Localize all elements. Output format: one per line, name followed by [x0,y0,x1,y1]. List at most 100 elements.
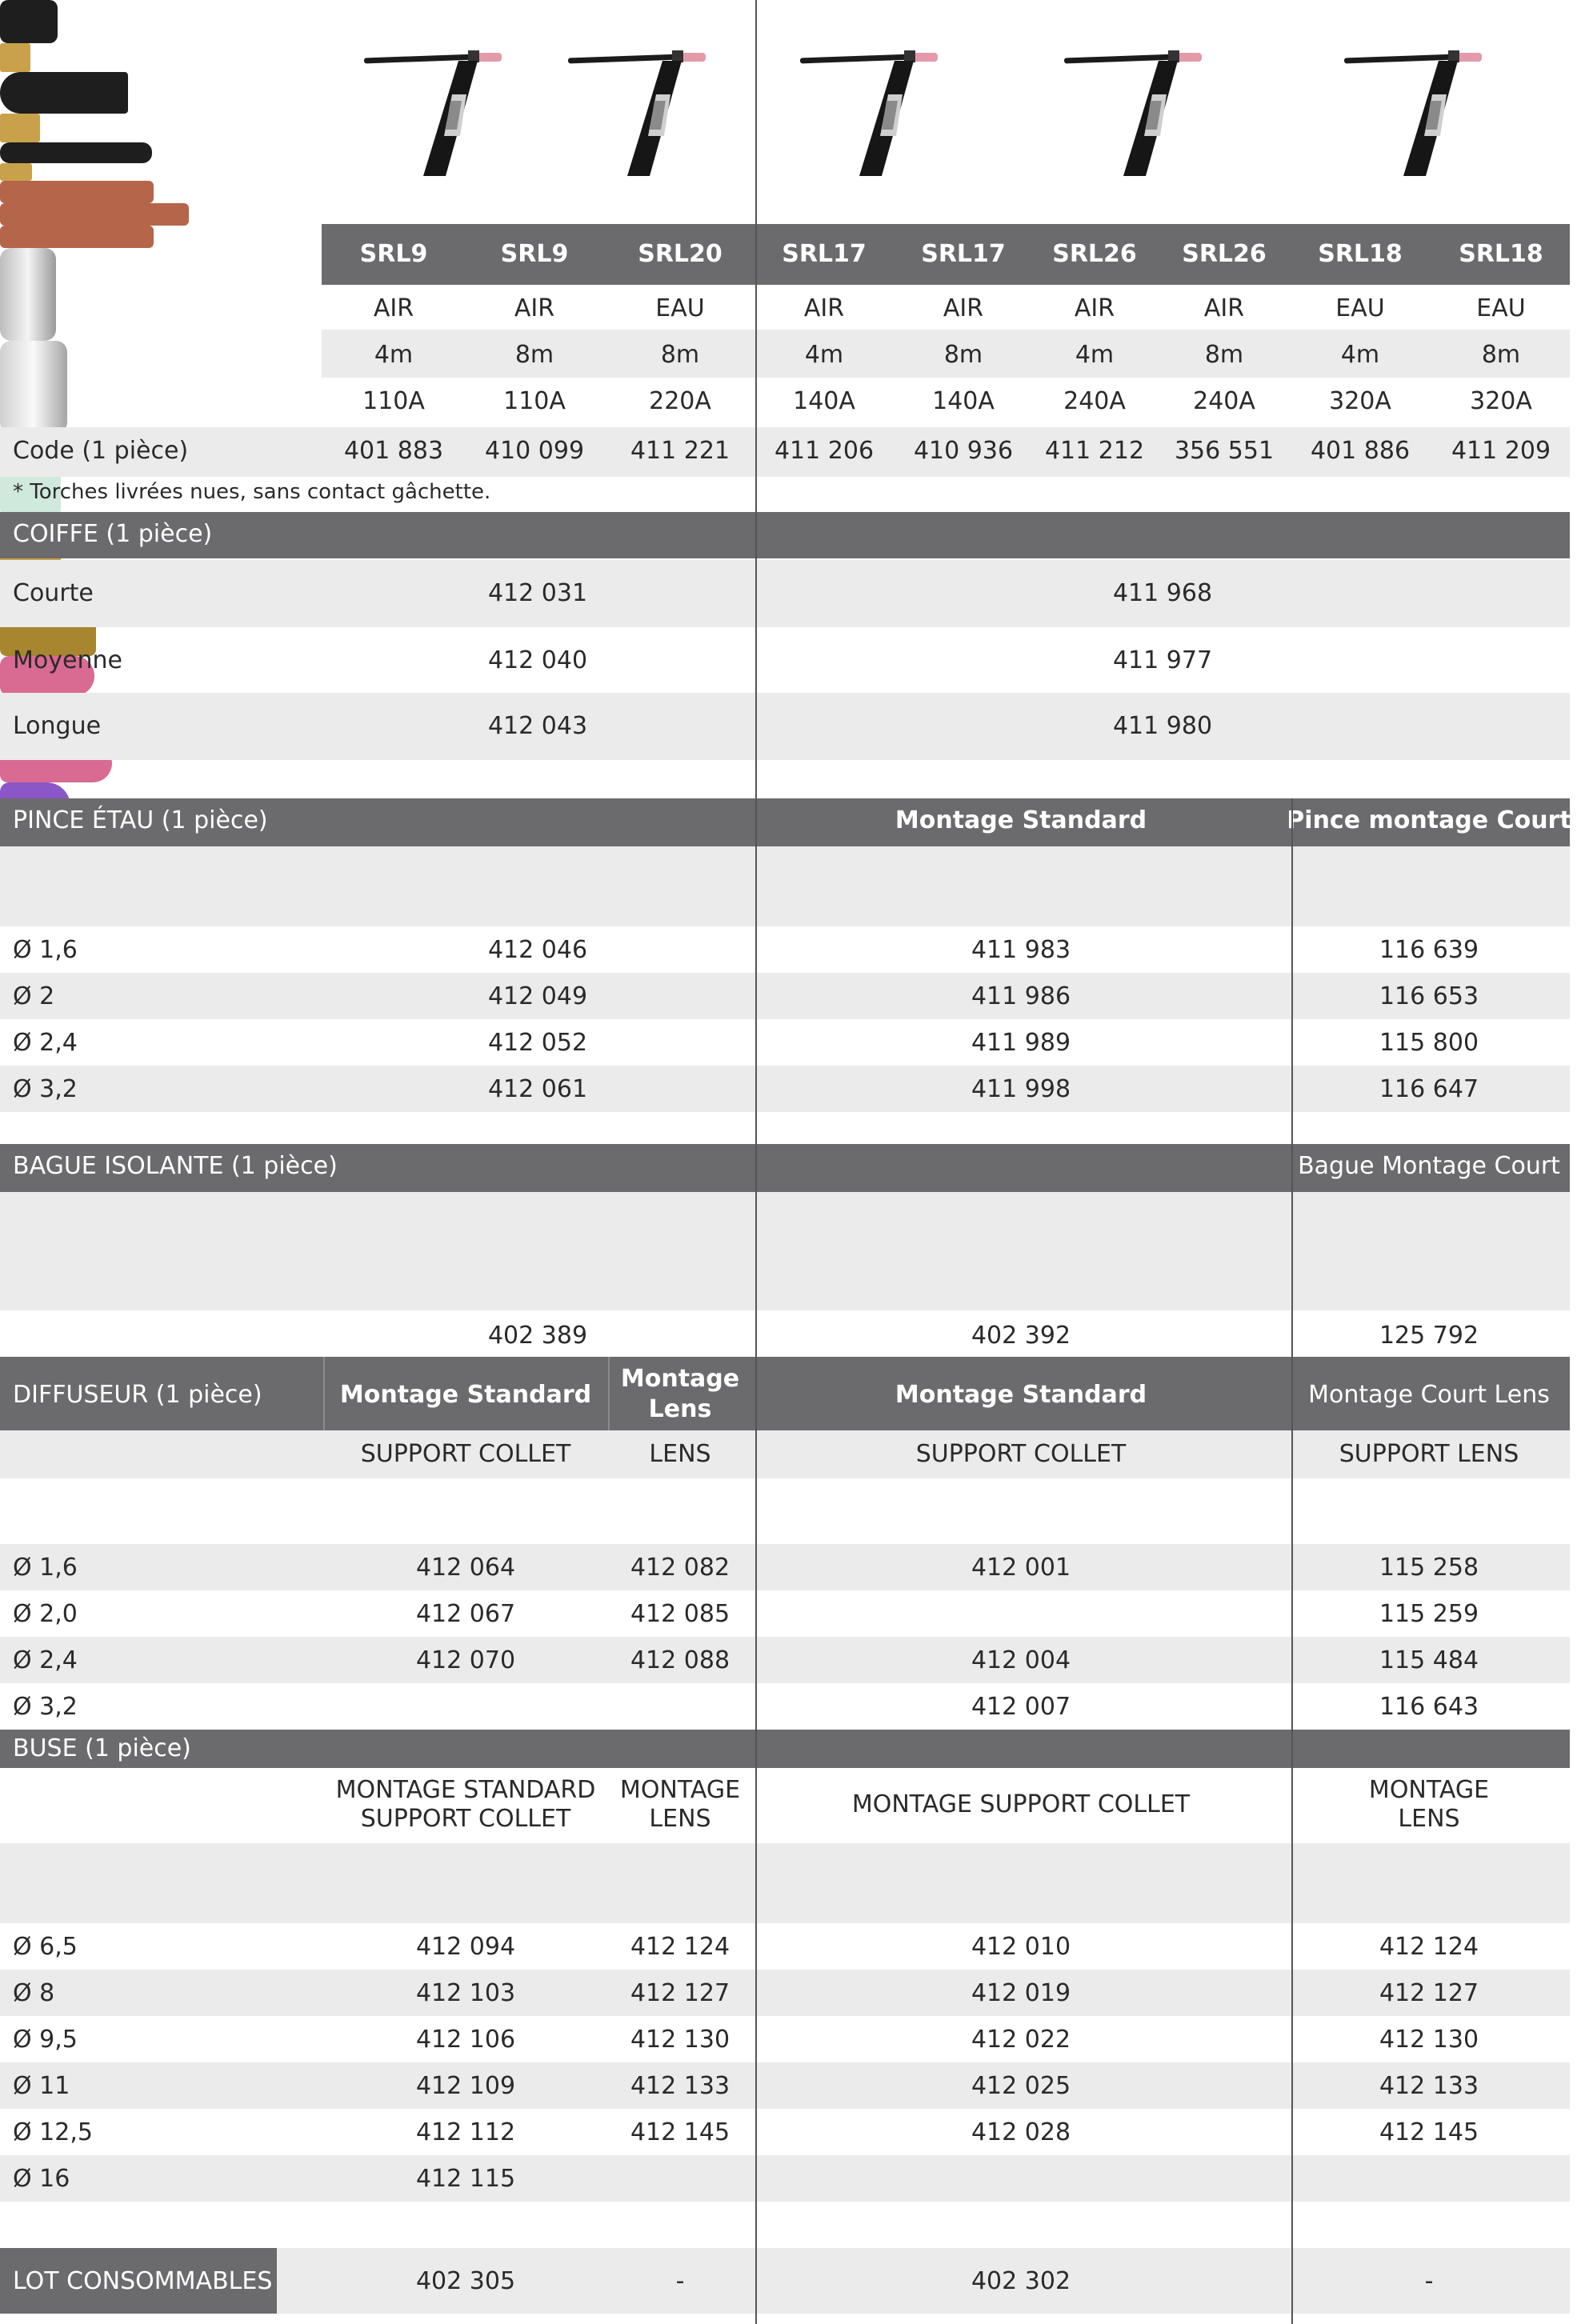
torch-code-1: 401 883 [343,437,444,465]
coiffe-code-b-2: 411 977 [1112,646,1213,674]
pince-row-bg-4 [0,1066,1570,1112]
torch-code-7: 356 551 [1174,437,1275,465]
buse-code-a2-1: 412 124 [630,1933,730,1961]
footnote: * Torches livrées nues, sans contact gâc… [13,480,491,504]
diffuseur-sub-a2-l2: Lens [648,1395,712,1423]
buse-lbl-c-l1: MONTAGE [1368,1776,1490,1804]
lot-title: LOT CONSOMMABLES [13,2267,273,2295]
buse-label-6: Ø 16 [13,2165,70,2193]
buse-code-b-3: 412 022 [971,2026,1071,2054]
bague-sub-c: Bague Montage Court [1298,1152,1560,1180]
torch-length-4: 4m [804,341,844,369]
short-column-separator [1291,798,1293,2324]
buse-image-row-bg [0,1843,1570,1923]
torch-model-5: SRL17 [921,240,1006,268]
torch-length-6: 4m [1075,341,1115,369]
bague-image-row-bg [0,1192,1570,1310]
buse-label-4: Ø 11 [13,2072,70,2100]
buse-code-c-4: 412 133 [1379,2072,1479,2100]
torch-amps-8: 320A [1329,387,1391,415]
torch-model-3: SRL20 [638,240,722,268]
buse-code-a1-1: 412 094 [415,1933,516,1961]
buse-lbl-b: MONTAGE SUPPORT COLLET [851,1790,1191,1818]
buse-code-a2-4: 412 133 [630,2072,730,2100]
short-cap-thread-image [0,43,30,72]
pince-title: PINCE ÉTAU (1 pièce) [13,806,268,834]
diffuseur-code-a1-2: 412 067 [415,1600,516,1628]
torch-model-2: SRL9 [500,240,569,268]
diffuseur-lbl-c: SUPPORT LENS [1339,1440,1519,1468]
bague-code-b: 402 392 [971,1322,1071,1350]
buse-lbl-a2-l2: LENS [649,1805,711,1833]
pince-row-bg-2 [0,973,1570,1019]
coiffe-label-1: Courte [13,579,94,607]
medium-cap-thread-image [0,114,40,142]
torch-cooling-4: AIR [803,294,845,322]
diffuseur-header [0,1357,1570,1430]
coiffe-header [0,512,1570,558]
lot-code-c: - [1424,2267,1434,2295]
pince-label-3: Ø 2,4 [13,1029,78,1057]
diffuseur-sub-a2-l1: Montage [620,1365,740,1393]
bague-title: BAGUE ISOLANTE (1 pièce) [13,1152,338,1180]
pince-code-a-2: 412 049 [487,982,588,1010]
buse-code-c-5: 412 145 [1379,2118,1479,2146]
buse-code-b-4: 412 025 [971,2072,1071,2100]
diffuseur-code-c-3: 115 484 [1379,1646,1479,1674]
code-label: Code (1 pièce) [13,437,189,465]
buse-label-3: Ø 9,5 [13,2026,78,2054]
torch-model-8: SRL18 [1318,240,1403,268]
torch-code-3: 411 221 [630,437,730,465]
buse-code-a1-6: 412 115 [415,2165,516,2193]
torch-image-srl17 [800,50,938,176]
bague-code-c: 125 792 [1379,1322,1479,1350]
torch-code-8: 401 886 [1310,437,1411,465]
torch-length-8: 4m [1340,341,1380,369]
torch-amps-9: 320A [1470,387,1532,415]
nozzle-image-a1 [0,656,94,696]
buse-code-a1-2: 412 103 [415,1979,516,2007]
torch-image-srl9 [364,50,502,176]
buse-lbl-a1-l2: SUPPORT COLLET [360,1805,571,1833]
torch-cooling-6: AIR [1074,294,1115,322]
torch-code-2: 410 099 [484,437,585,465]
lot-code-b: 402 302 [971,2267,1071,2295]
diffuseur-label-row-bg [0,1430,1570,1478]
diffuseur-col-separator [608,1357,610,1430]
torch-model-9: SRL18 [1459,240,1543,268]
diffuseur-code-c-4: 116 643 [1379,1693,1479,1721]
torch-code-4: 411 206 [774,437,875,465]
diffuseur-code-a2-2: 412 085 [630,1600,730,1628]
diffuseur-code-b-3: 412 004 [971,1646,1071,1674]
diffuseur-code-a1-3: 412 070 [415,1646,516,1674]
diffuseur-sub-b: Montage Standard [895,1381,1147,1409]
torch-model-6: SRL26 [1052,240,1137,268]
torch-code-9: 411 209 [1451,437,1551,465]
collet-image-a [0,181,154,203]
torch-amps-4: 140A [793,387,855,415]
diffuseur-row-bg-1 [0,1544,1570,1590]
buse-label-5: Ø 12,5 [13,2118,93,2146]
buse-code-a2-2: 412 127 [630,1979,730,2007]
buse-code-a1-5: 412 112 [415,2118,516,2146]
buse-title: BUSE (1 pièce) [13,1734,191,1762]
buse-row-bg-4 [0,2062,1570,2109]
torch-length-1: 4m [374,341,414,369]
diffuseur-label-4: Ø 3,2 [13,1693,78,1721]
buse-label-2: Ø 8 [13,1979,55,2007]
pince-label-1: Ø 1,6 [13,936,78,964]
coiffe-code-a-2: 412 040 [487,646,588,674]
pince-code-b-4: 411 998 [971,1075,1071,1103]
coiffe-code-a-1: 412 031 [487,579,588,607]
buse-lbl-a1-l1: MONTAGE STANDARD [335,1776,596,1804]
lot-header [0,2248,277,2314]
torch-image-srl26 [1064,50,1202,176]
collet-image-b [0,203,189,226]
torch-amps-3: 220A [649,387,711,415]
diffuseur-code-b-1: 412 001 [971,1554,1071,1582]
torch-cooling-5: AIR [943,294,984,322]
pince-code-c-1: 116 639 [1379,936,1479,964]
pince-code-a-4: 412 061 [487,1075,588,1103]
buse-code-c-1: 412 124 [1379,1933,1479,1961]
medium-cap-image [0,72,128,114]
